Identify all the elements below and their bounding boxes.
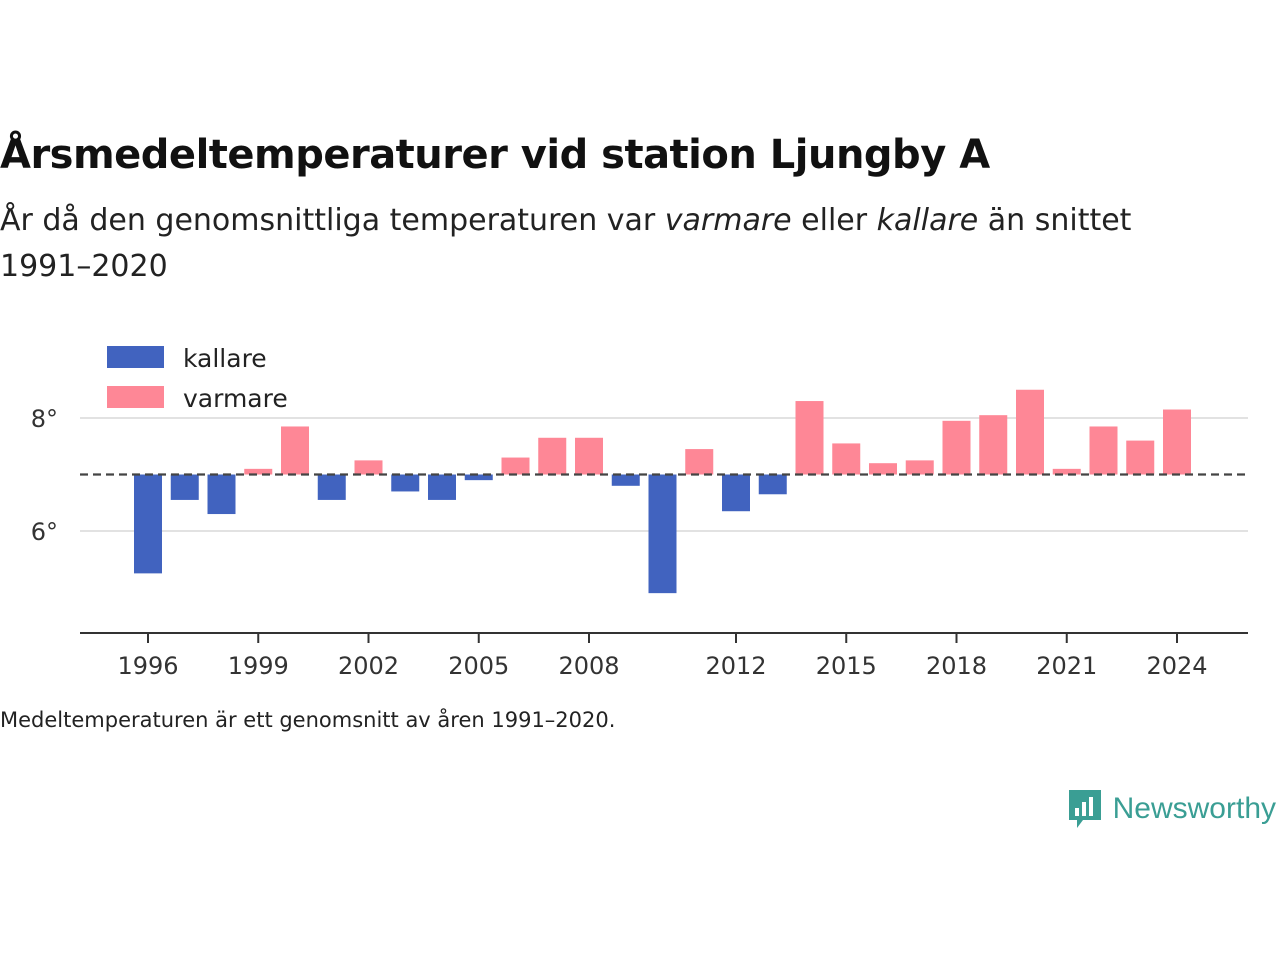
x-tick-label: 2012	[705, 652, 766, 680]
bar-colder	[611, 474, 640, 486]
bar-warmer	[281, 426, 309, 475]
bar-warmer	[1163, 409, 1191, 475]
x-axis: 1996 1999 2002 2005 2008 2012 2015 2018 2021 2024	[80, 632, 1248, 680]
bar-colder	[648, 474, 677, 594]
bar-colder	[317, 474, 346, 500]
x-tick-label: 2008	[558, 652, 619, 680]
bar-warmer	[905, 460, 934, 475]
bar-warmer	[979, 415, 1008, 475]
subtitle-emphasis-warmer: varmare	[664, 203, 792, 238]
subtitle-text-2: eller	[791, 203, 877, 238]
chart-bubble-icon	[1068, 790, 1101, 828]
bar-warmer	[1089, 426, 1118, 475]
bar-warmer	[244, 468, 273, 475]
footnote: Medeltemperaturen är ett genomsnitt av å…	[0, 708, 616, 732]
x-tick-label: 2002	[338, 652, 399, 680]
bar-colder	[464, 474, 493, 481]
bar-colder	[722, 474, 750, 512]
chart-title: Årsmedeltemperaturer vid station Ljungby…	[0, 132, 990, 178]
subtitle-text-3: än snittet 1991–2020	[0, 203, 1132, 284]
subtitle-emphasis-colder: kallare	[876, 203, 979, 238]
bar-warmer	[795, 401, 824, 475]
bar-warmer	[1126, 440, 1155, 475]
bar-warmer	[575, 437, 603, 475]
y-tick-label: 6°	[31, 518, 58, 546]
bar-colder	[391, 474, 420, 492]
bar-warmer	[538, 437, 567, 475]
x-tick-label: 2005	[448, 652, 509, 680]
brand-logo: Newsworthy	[1067, 788, 1276, 830]
brand-name: Newsworthy	[1112, 792, 1276, 825]
bar-warmer	[354, 460, 383, 475]
legend-swatch	[107, 386, 164, 408]
bar-warmer	[501, 457, 530, 475]
x-tick-label: 2021	[1036, 652, 1097, 680]
bar-warmer	[1052, 468, 1081, 475]
bar-warmer	[942, 420, 971, 475]
bar-warmer	[1016, 389, 1044, 475]
y-tick-label: 8°	[31, 405, 58, 433]
bar-colder	[758, 474, 787, 495]
bar-colder	[428, 474, 456, 500]
bar-warmer	[869, 463, 897, 475]
legend: kallare varmare	[107, 344, 288, 413]
subtitle-text-1: År då den genomsnittliga temperaturen va…	[0, 203, 665, 238]
bar-colder	[207, 474, 236, 515]
x-tick-label: 1999	[228, 652, 289, 680]
bar-chart: 6° 8° 1996 1999 2002 2005 2008 2012 2015 2018 202…	[31, 344, 1248, 680]
x-tick-label: 1996	[117, 652, 178, 680]
legend-label: varmare	[183, 384, 288, 413]
x-tick-label: 2015	[816, 652, 877, 680]
x-tick-label: 2024	[1146, 652, 1207, 680]
legend-swatch	[107, 346, 164, 368]
bars	[134, 389, 1191, 594]
bar-colder	[170, 474, 199, 500]
x-tick-label: 2018	[926, 652, 987, 680]
bar-colder	[134, 474, 162, 574]
bar-warmer	[685, 449, 714, 475]
chart-subtitle: År då den genomsnittliga temperaturen va…	[0, 198, 1200, 290]
bar-warmer	[832, 443, 861, 475]
legend-label: kallare	[183, 344, 267, 373]
